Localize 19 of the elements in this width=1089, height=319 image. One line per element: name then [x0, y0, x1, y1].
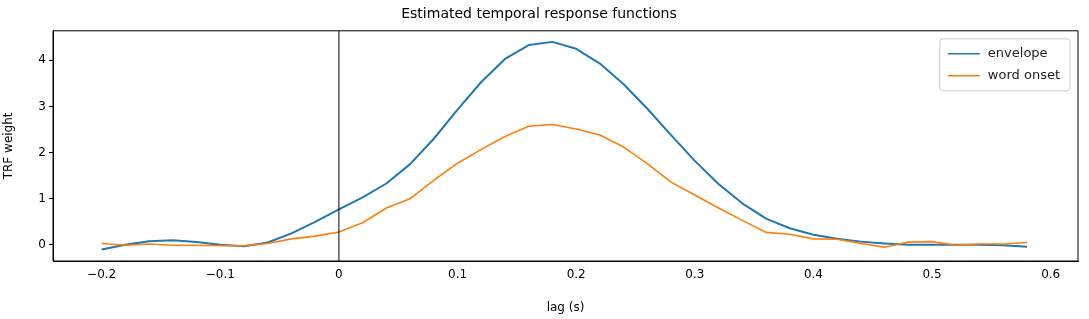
y-tick-label: 4 [38, 52, 46, 67]
y-tick-label: 3 [38, 98, 46, 113]
x-tick-label: 0 [335, 267, 343, 282]
y-tick-label: 0 [38, 236, 46, 251]
legend-label: envelope [987, 45, 1048, 61]
x-tick-label: −0.1 [205, 267, 235, 282]
x-tick-label: 0.6 [1041, 267, 1061, 282]
y-tick-label: 2 [38, 144, 46, 159]
y-tick-label: 1 [38, 190, 46, 205]
x-tick-label: 0.1 [448, 267, 468, 282]
x-tick-label: 0.5 [922, 267, 942, 282]
legend-label: word onset [987, 67, 1061, 83]
x-tick-label: 0.3 [685, 267, 705, 282]
y-axis-title: TRF weight [1, 112, 16, 181]
x-axis-title: lag (s) [546, 299, 585, 314]
chart-title: Estimated temporal response functions [401, 5, 677, 22]
x-tick-label: 0.4 [803, 267, 823, 282]
x-tick-label: −0.2 [87, 267, 117, 282]
x-tick-label: 0.2 [566, 267, 586, 282]
